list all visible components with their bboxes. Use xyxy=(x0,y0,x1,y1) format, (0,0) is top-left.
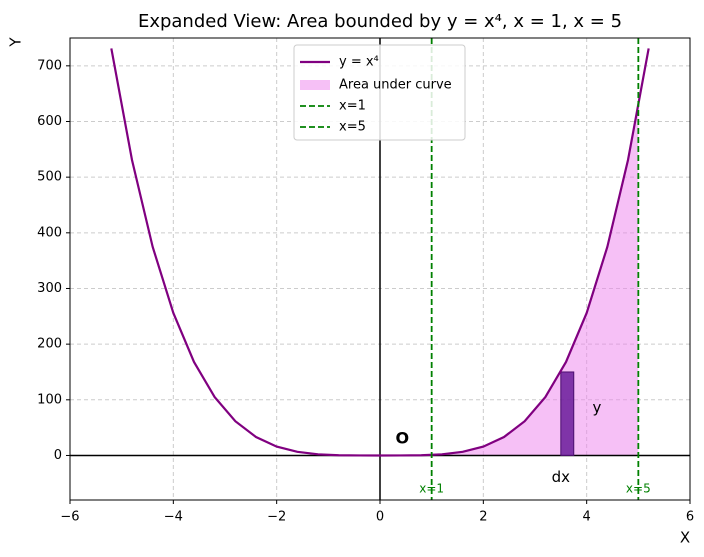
y-tick-label: 700 xyxy=(37,58,62,73)
y-tick-label: 200 xyxy=(37,337,62,352)
annotation: O xyxy=(396,428,410,447)
legend-label: x=5 xyxy=(339,120,366,135)
x-tick-label: 2 xyxy=(479,510,487,525)
legend-label: y = x⁴ xyxy=(339,55,379,70)
y-axis-label: Y xyxy=(7,37,25,48)
vline-label: x=1 xyxy=(419,482,444,496)
x-tick-label: −2 xyxy=(267,510,286,525)
legend-label: x=1 xyxy=(339,99,366,114)
x-tick-label: 0 xyxy=(376,510,384,525)
y-tick-label: 0 xyxy=(54,448,62,463)
annotation: dx xyxy=(552,468,571,486)
legend-label: Area under curve xyxy=(339,78,452,93)
chart-title: Expanded View: Area bounded by y = x⁴, x… xyxy=(138,11,622,32)
x-tick-label: 4 xyxy=(583,510,591,525)
x-tick-label: −6 xyxy=(60,510,79,525)
vline-label: x=5 xyxy=(626,482,651,496)
strip xyxy=(560,371,575,456)
legend-box xyxy=(293,44,466,141)
x-tick-label: −4 xyxy=(164,510,183,525)
y-tick-label: 600 xyxy=(37,114,62,129)
x-tick-label: 6 xyxy=(686,510,694,525)
annotation: y xyxy=(593,399,602,417)
y-tick-label: 300 xyxy=(37,281,62,296)
legend: y = x⁴ Area under curve x=1 x=5 xyxy=(293,44,466,141)
legend-swatch xyxy=(300,80,330,90)
area xyxy=(431,107,639,456)
curve xyxy=(110,48,650,457)
y-tick-label: 100 xyxy=(37,392,62,407)
y-tick-label: 400 xyxy=(37,225,62,240)
y-tick-label: 500 xyxy=(37,170,62,185)
x-axis-label: X xyxy=(680,529,690,547)
